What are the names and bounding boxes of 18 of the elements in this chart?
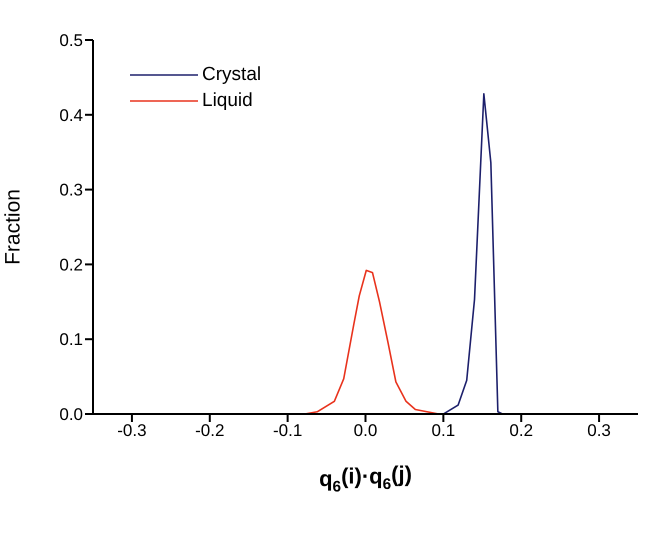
y-tick-label: 0.3	[59, 180, 83, 200]
x-tick-label: 0.2	[509, 421, 534, 440]
y-tick-label: 0.1	[59, 330, 83, 350]
x-tick-label: -0.2	[195, 421, 224, 440]
x-tick-label: -0.3	[117, 421, 147, 440]
y-tick-label: 0.0	[59, 405, 83, 424]
y-tick-label: 0.5	[59, 31, 83, 50]
x-tick-label: 0.3	[587, 421, 611, 440]
y-tick-label: 0.4	[59, 106, 83, 125]
x-tick-label: 0.1	[432, 421, 456, 440]
x-tick-label: 0.0	[354, 421, 378, 440]
line-series	[442, 93, 504, 414]
y-axis-title: Fraction	[1, 189, 24, 265]
legend-label: Crystal	[202, 64, 262, 86]
x-axis-title: q$_{6}$(i)·q$_{6}$(j)	[319, 461, 412, 496]
x-tick-label: -0.1	[272, 421, 302, 440]
y-tick-label: 0.2	[59, 255, 83, 274]
legend-label: Liquid	[202, 90, 253, 112]
